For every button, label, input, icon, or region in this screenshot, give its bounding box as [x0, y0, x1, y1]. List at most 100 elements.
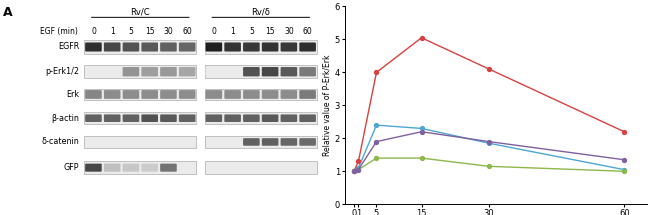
- FancyBboxPatch shape: [84, 161, 196, 174]
- Erk1 Rv/δ: [372, 140, 380, 143]
- Text: 30: 30: [164, 27, 174, 36]
- Line: Erk2 Rv/C: Erk2 Rv/C: [352, 123, 626, 173]
- Line: Erk2 Rv/δ: Erk2 Rv/δ: [352, 36, 626, 173]
- FancyBboxPatch shape: [104, 43, 120, 52]
- FancyBboxPatch shape: [300, 43, 316, 52]
- Erk2 Rv/C: [417, 127, 425, 130]
- Text: δ-catenin: δ-catenin: [42, 137, 79, 146]
- FancyBboxPatch shape: [160, 164, 177, 172]
- Erk1 Rv/δ: [350, 170, 358, 173]
- Erk2 Rv/C: [372, 124, 380, 126]
- FancyBboxPatch shape: [205, 114, 222, 122]
- FancyBboxPatch shape: [123, 71, 139, 76]
- FancyBboxPatch shape: [281, 90, 297, 95]
- FancyBboxPatch shape: [243, 67, 259, 72]
- FancyBboxPatch shape: [300, 71, 316, 76]
- Text: β-actin: β-actin: [51, 114, 79, 123]
- FancyBboxPatch shape: [300, 94, 316, 99]
- Erk1 Rv/δ: [354, 168, 362, 171]
- Text: 15: 15: [145, 27, 155, 36]
- Erk1 Rv/δ: [485, 140, 493, 143]
- FancyBboxPatch shape: [84, 136, 196, 148]
- FancyBboxPatch shape: [205, 67, 222, 72]
- FancyBboxPatch shape: [142, 114, 158, 122]
- Erk1 Rv/C: [350, 170, 358, 173]
- FancyBboxPatch shape: [85, 114, 102, 122]
- FancyBboxPatch shape: [142, 164, 158, 172]
- FancyBboxPatch shape: [205, 90, 222, 95]
- FancyBboxPatch shape: [205, 43, 222, 52]
- FancyBboxPatch shape: [160, 67, 177, 72]
- FancyBboxPatch shape: [224, 90, 241, 95]
- FancyBboxPatch shape: [160, 43, 177, 52]
- Text: 60: 60: [303, 27, 313, 36]
- Text: A: A: [3, 6, 13, 19]
- Text: 30: 30: [284, 27, 294, 36]
- Text: 15: 15: [265, 27, 275, 36]
- FancyBboxPatch shape: [85, 67, 102, 72]
- FancyBboxPatch shape: [262, 67, 278, 72]
- Text: 0: 0: [211, 27, 216, 36]
- Text: 0: 0: [91, 27, 96, 36]
- FancyBboxPatch shape: [205, 71, 222, 76]
- Text: 1: 1: [230, 27, 235, 36]
- FancyBboxPatch shape: [262, 90, 278, 95]
- FancyBboxPatch shape: [160, 94, 177, 99]
- FancyBboxPatch shape: [142, 94, 158, 99]
- Erk2 Rv/δ: [620, 131, 628, 133]
- FancyBboxPatch shape: [104, 114, 120, 122]
- FancyBboxPatch shape: [243, 43, 259, 52]
- FancyBboxPatch shape: [205, 89, 317, 100]
- Erk2 Rv/C: [620, 168, 628, 171]
- FancyBboxPatch shape: [84, 65, 196, 78]
- Erk2 Rv/δ: [350, 170, 358, 173]
- FancyBboxPatch shape: [300, 114, 316, 122]
- FancyBboxPatch shape: [262, 138, 278, 146]
- FancyBboxPatch shape: [300, 138, 316, 146]
- FancyBboxPatch shape: [84, 112, 196, 124]
- FancyBboxPatch shape: [104, 164, 120, 172]
- Text: Erk: Erk: [66, 90, 79, 99]
- FancyBboxPatch shape: [85, 43, 102, 52]
- Erk2 Rv/C: [354, 167, 362, 169]
- FancyBboxPatch shape: [205, 94, 222, 99]
- FancyBboxPatch shape: [262, 94, 278, 99]
- FancyBboxPatch shape: [205, 161, 317, 174]
- Text: GFP: GFP: [64, 163, 79, 172]
- FancyBboxPatch shape: [123, 114, 139, 122]
- Erk1 Rv/δ: [620, 158, 628, 161]
- FancyBboxPatch shape: [179, 94, 196, 99]
- Erk2 Rv/C: [485, 142, 493, 144]
- FancyBboxPatch shape: [300, 67, 316, 72]
- FancyBboxPatch shape: [179, 71, 196, 76]
- FancyBboxPatch shape: [142, 67, 158, 72]
- FancyBboxPatch shape: [104, 67, 120, 72]
- FancyBboxPatch shape: [243, 138, 259, 146]
- FancyBboxPatch shape: [179, 43, 196, 52]
- FancyBboxPatch shape: [262, 114, 278, 122]
- Y-axis label: Relative value of P-Erk/Erk: Relative value of P-Erk/Erk: [323, 55, 332, 156]
- FancyBboxPatch shape: [123, 164, 139, 172]
- Erk1 Rv/δ: [417, 131, 425, 133]
- FancyBboxPatch shape: [123, 43, 139, 52]
- Erk2 Rv/δ: [354, 160, 362, 163]
- FancyBboxPatch shape: [142, 43, 158, 52]
- FancyBboxPatch shape: [160, 114, 177, 122]
- FancyBboxPatch shape: [104, 94, 120, 99]
- FancyBboxPatch shape: [85, 71, 102, 76]
- FancyBboxPatch shape: [104, 71, 120, 76]
- Text: 1: 1: [110, 27, 114, 36]
- FancyBboxPatch shape: [123, 67, 139, 72]
- Erk2 Rv/δ: [372, 71, 380, 74]
- Erk1 Rv/C: [372, 157, 380, 159]
- FancyBboxPatch shape: [300, 90, 316, 95]
- FancyBboxPatch shape: [123, 90, 139, 95]
- Erk2 Rv/δ: [485, 68, 493, 70]
- Erk1 Rv/C: [354, 168, 362, 171]
- FancyBboxPatch shape: [85, 164, 102, 172]
- FancyBboxPatch shape: [243, 90, 259, 95]
- FancyBboxPatch shape: [243, 114, 259, 122]
- Erk2 Rv/δ: [417, 37, 425, 39]
- FancyBboxPatch shape: [123, 94, 139, 99]
- Erk1 Rv/C: [417, 157, 425, 159]
